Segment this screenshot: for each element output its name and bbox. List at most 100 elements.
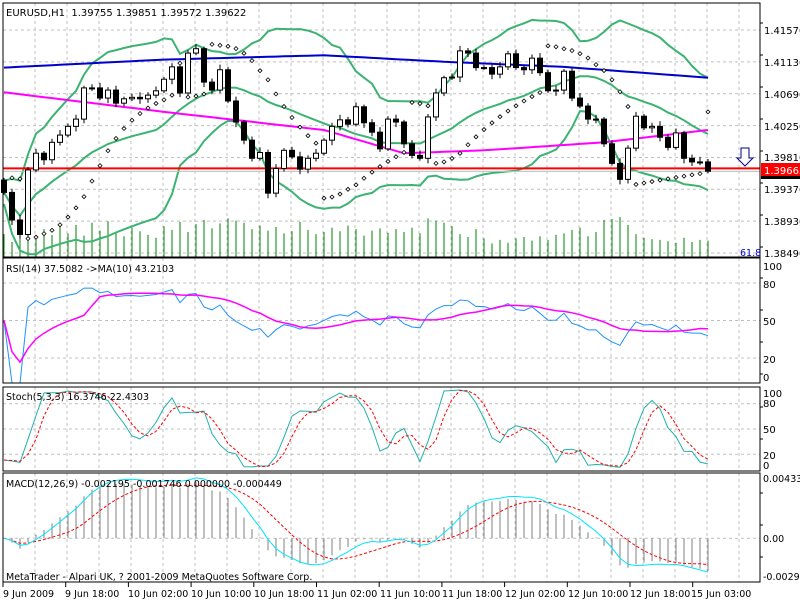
parabolic-sar-dot	[537, 89, 543, 96]
candle-body	[633, 115, 639, 149]
parabolic-sar-dot	[401, 149, 407, 155]
candle-body	[289, 149, 295, 158]
parabolic-sar-dot	[625, 104, 631, 110]
candle-body	[241, 121, 247, 141]
candle-body	[593, 118, 599, 121]
candle-body	[625, 147, 631, 180]
parabolic-sar-dot	[353, 182, 359, 188]
parabolic-sar-dot	[89, 178, 95, 184]
parabolic-sar-dot	[41, 231, 47, 237]
parabolic-sar-dot	[225, 43, 231, 49]
time-tick: 10 Jun 10:00	[191, 589, 251, 600]
rsi-label: RSI(14) 37.5082 ->MA(10) 43.2103	[6, 264, 174, 275]
candle-body	[305, 157, 311, 170]
chart-header: EURUSD,H1 1.39755 1.39851 1.39572 1.3962…	[6, 8, 246, 19]
parabolic-sar-dot	[385, 158, 391, 165]
parabolic-sar-dot	[609, 77, 615, 83]
macd-line	[3, 477, 709, 573]
panel-frame	[2, 2, 761, 258]
candle-body	[601, 118, 607, 145]
candle-body	[177, 66, 183, 94]
candle-body	[57, 134, 63, 143]
candle-body	[297, 156, 303, 170]
stoch-tick: 20	[763, 451, 776, 462]
candle-body	[185, 52, 191, 94]
candle-body	[585, 105, 591, 120]
panel-frames	[2, 2, 763, 587]
stoch-label: Stoch(5,3,3) 16.3746 22.4303	[6, 392, 149, 403]
candle-body	[417, 154, 423, 159]
parabolic-sar-dot	[273, 91, 279, 97]
parabolic-sar-dot	[305, 133, 311, 139]
stoch-tick: 80	[763, 399, 776, 410]
price-panel[interactable]	[1, 18, 761, 257]
candle-body	[217, 69, 223, 91]
candle-body	[33, 152, 39, 171]
parabolic-sar-dot	[489, 120, 495, 126]
current-price-label: 1.39662	[764, 166, 800, 177]
candle-body	[313, 152, 319, 159]
price-tick: 1.40690	[764, 90, 800, 101]
parabolic-sar-dot	[689, 172, 695, 178]
candle-body	[481, 67, 487, 70]
parabolic-sar-dot	[513, 103, 519, 109]
parabolic-sar-dot	[697, 171, 703, 177]
parabolic-sar-dot	[529, 94, 535, 100]
parabolic-sar-dot	[153, 100, 159, 107]
time-tick: 15 Jun 03:00	[691, 589, 751, 600]
price-tick: 1.41130	[764, 58, 800, 69]
rsi-panel[interactable]	[3, 287, 709, 384]
macd-panel[interactable]	[3, 477, 709, 573]
time-tick: 9 Jun 18:00	[65, 589, 119, 600]
candle-body	[257, 151, 263, 159]
time-tick: 10 Jun 02:00	[128, 589, 188, 600]
parabolic-sar-dot	[249, 58, 255, 64]
parabolic-sar-dot	[617, 89, 623, 95]
candle-body	[497, 66, 503, 75]
time-tick: 11 Jun 02:00	[317, 589, 377, 600]
parabolic-sar-dot	[657, 177, 663, 183]
parabolic-sar-dot	[425, 103, 431, 109]
parabolic-sar-dot	[233, 46, 239, 52]
stochastic-panel[interactable]	[3, 389, 709, 468]
candle-body	[705, 161, 711, 172]
candle-body	[553, 89, 559, 92]
ask-price-marker	[761, 176, 800, 179]
parabolic-sar-dot	[193, 93, 199, 99]
price-tick: 1.39370	[764, 185, 800, 196]
parabolic-sar-dot	[49, 227, 55, 233]
parabolic-sar-dot	[569, 48, 575, 54]
parabolic-sar-dot	[505, 108, 511, 114]
price-tick: 1.39810	[764, 153, 800, 164]
parabolic-sar-dot	[137, 110, 143, 117]
parabolic-sar-dot	[345, 186, 351, 192]
parabolic-sar-dot	[33, 234, 39, 240]
candle-body	[169, 66, 175, 80]
candle-body	[537, 57, 543, 74]
candle-body	[529, 57, 535, 71]
candle-body	[41, 152, 47, 161]
rsi-tick: 20	[763, 355, 776, 366]
parabolic-sar-dot	[377, 164, 383, 170]
candle-body	[233, 100, 239, 123]
rsi-tick: 0	[763, 373, 769, 384]
time-tick: 10 Jun 18:00	[254, 589, 314, 600]
rsi-axis: 100 80 50 20 0	[763, 262, 782, 384]
parabolic-sar-dot	[457, 150, 463, 156]
rsi-tick: 80	[763, 280, 776, 291]
bollinger-middle	[3, 75, 709, 218]
parabolic-sar-dot	[633, 181, 639, 187]
candle-body	[361, 106, 367, 124]
sell-arrow-icon[interactable]	[735, 147, 755, 167]
candle-body	[321, 139, 327, 154]
parabolic-sar-dot	[265, 77, 271, 83]
parabolic-sar-dot	[145, 105, 151, 111]
parabolic-sar-dot	[289, 114, 295, 121]
rsi-line	[3, 287, 709, 384]
candle-body	[25, 169, 31, 236]
candle-body	[569, 70, 575, 99]
price-tick: 1.41570	[764, 26, 800, 37]
time-tick: 9 Jun 2009	[3, 589, 54, 600]
price-tick: 1.38930	[764, 217, 800, 228]
